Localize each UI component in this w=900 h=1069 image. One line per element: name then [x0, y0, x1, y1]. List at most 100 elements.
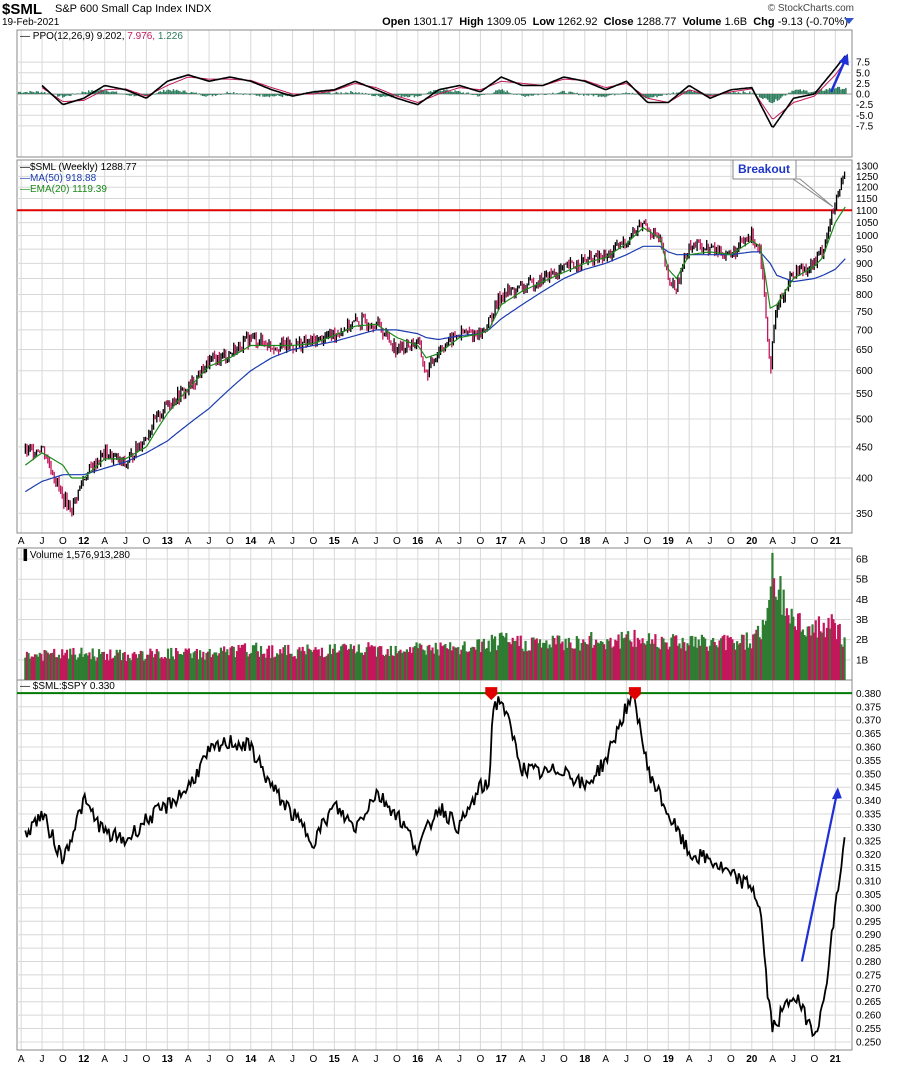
ppo-histogram-bar: [493, 92, 495, 94]
volume-bar: [750, 648, 753, 680]
ppo-histogram-bar: [566, 93, 569, 95]
ppo-histogram-bar: [61, 94, 64, 98]
volume-bar: [239, 647, 242, 680]
volume-bar: [417, 648, 420, 680]
volume-bar: [449, 642, 452, 680]
x-tick-label: 14: [245, 536, 257, 547]
volume-bar: [41, 660, 45, 680]
ppo-histogram-bar: [825, 89, 828, 94]
ppo-histogram-bar: [44, 92, 46, 94]
volume-bar: [487, 640, 490, 680]
ppo-histogram-bar: [687, 90, 689, 94]
volume-bar: [89, 659, 93, 680]
volume-bar: [88, 652, 91, 680]
volume-bar: [766, 607, 769, 680]
ppo-histogram-bar: [112, 91, 114, 94]
ppo-histogram-bar: [775, 94, 777, 100]
volume-bar: [796, 613, 800, 680]
ppo-histogram-bar: [781, 94, 784, 97]
ppo-histogram-bar: [630, 93, 632, 95]
ppo-histogram-bar: [794, 89, 797, 94]
volume-bar: [806, 626, 809, 680]
x-tick-label: O: [560, 1054, 568, 1065]
ratio-line: [24, 692, 846, 1038]
ppo-histogram-bar: [843, 89, 845, 94]
volume-bar: [312, 649, 316, 680]
ppo-histogram-bar: [604, 94, 606, 98]
x-tick-label: O: [811, 1054, 819, 1065]
ppo-histogram-bar: [602, 94, 605, 97]
ppo-histogram-bar: [402, 94, 404, 97]
volume-bar: [356, 651, 359, 680]
low-label: Low: [532, 16, 555, 28]
volume-bar: [271, 645, 274, 680]
ppo-histogram-bar: [410, 94, 412, 96]
volume-bar: [229, 647, 232, 680]
ppo-histogram-bar: [291, 94, 294, 97]
volume-bar: [261, 654, 264, 680]
volume-bar: [442, 645, 445, 680]
x-tick-label: J: [40, 1054, 45, 1065]
volume-bar: [109, 649, 112, 680]
ppo-y-tick-label: 5.0: [856, 68, 870, 79]
open-value: 1301.17: [413, 16, 454, 28]
volume-bar: [801, 629, 805, 680]
volume-bar: [768, 599, 771, 680]
ppo-histogram-bar: [480, 94, 482, 96]
volume-bar: [389, 645, 392, 680]
volume-bar: [502, 635, 505, 680]
ppo-histogram-bar: [128, 94, 131, 96]
volume-bar: [508, 642, 511, 680]
volume-bar: [332, 648, 335, 680]
ppo-histogram-bar: [172, 89, 175, 94]
volume-bar: [288, 653, 291, 680]
ppo-histogram-bar: [553, 93, 556, 95]
volume-bar: [562, 650, 566, 680]
x-tick-label: A: [352, 1054, 359, 1065]
ppo-histogram-bar: [162, 89, 165, 94]
volume-bar: [513, 640, 516, 680]
volume-bar: [378, 646, 381, 680]
volume-bar: [428, 644, 431, 680]
high-label: High: [459, 16, 484, 28]
ppo-histogram-bar: [771, 94, 774, 104]
volume-bar: [30, 656, 33, 680]
chevron-down-icon[interactable]: [844, 18, 854, 24]
ppo-histogram-bar: [447, 91, 450, 94]
volume-bar: [808, 626, 811, 680]
volume-bar: [210, 657, 213, 680]
ppo-histogram-bar: [522, 94, 525, 96]
volume-bar: [372, 646, 375, 680]
ppo-histogram-bar: [115, 91, 118, 94]
price-y-tick-label: 550: [856, 389, 873, 400]
ppo-histogram-bar: [482, 94, 484, 95]
volume-bar: [588, 635, 591, 680]
ppo-histogram-bar: [591, 94, 593, 96]
ppo-histogram-bar: [166, 90, 168, 94]
volume-bar: [570, 648, 574, 680]
volume-bar: [772, 578, 776, 680]
volume-bar: [603, 644, 606, 680]
ppo-histogram-bar: [37, 91, 40, 94]
ppo-histogram-bar: [540, 93, 543, 95]
volume-bar: [553, 637, 556, 680]
volume-bar: [407, 651, 410, 680]
volume-y-tick-label: 1B: [856, 655, 869, 666]
ppo-histogram-bar: [473, 94, 476, 95]
volume-bar: [745, 632, 748, 680]
ratio-y-tick-label: 0.365: [856, 729, 881, 740]
ratio-y-tick-label: 0.340: [856, 796, 881, 807]
volume-bar: [769, 586, 772, 680]
x-tick-label: 17: [496, 1054, 508, 1065]
ppo-histogram-bar: [70, 94, 72, 96]
ppo-histogram-bar: [161, 91, 163, 94]
ppo-histogram-bar: [628, 92, 631, 94]
ppo-histogram-bar: [589, 94, 591, 95]
ppo-histogram-bar: [280, 94, 282, 97]
volume-bar: [267, 645, 271, 680]
ratio-y-tick-label: 0.280: [856, 957, 881, 968]
ppo-histogram-bar: [527, 94, 530, 97]
ppo-histogram-bar: [581, 94, 583, 95]
ratio-y-tick-label: 0.285: [856, 944, 881, 955]
volume-bar: [27, 653, 30, 680]
